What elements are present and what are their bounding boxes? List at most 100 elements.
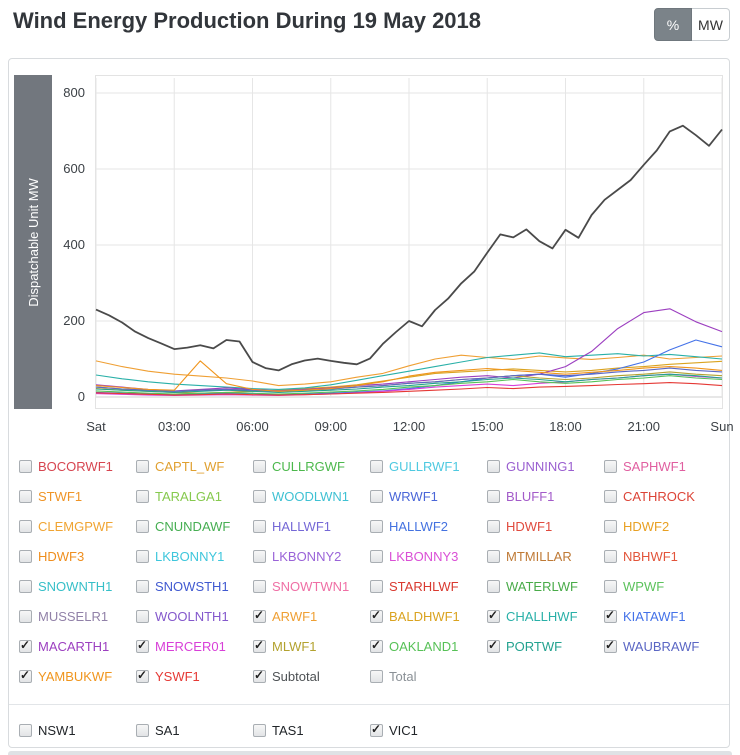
farm-checkbox-GULLRWF1[interactable] bbox=[370, 459, 383, 473]
region-toggle-SA1[interactable]: SA1 bbox=[136, 715, 253, 745]
farm-toggle-MLWF1[interactable]: MLWF1 bbox=[253, 631, 370, 661]
farm-checkbox-SNOWNTH1[interactable] bbox=[19, 579, 32, 593]
farm-checkbox-MLWF1[interactable] bbox=[253, 638, 266, 653]
farm-toggle-OAKLAND1[interactable]: OAKLAND1 bbox=[370, 631, 487, 661]
farm-checkbox-CLEMGPWF[interactable] bbox=[19, 519, 32, 533]
farm-toggle-WAUBRAWF[interactable]: WAUBRAWF bbox=[604, 631, 721, 661]
farm-checkbox-HALLWF2[interactable] bbox=[370, 519, 383, 533]
farm-checkbox-SNOWTWN1[interactable] bbox=[253, 579, 266, 593]
farm-toggle-LKBONNY3[interactable]: LKBONNY3 bbox=[370, 541, 487, 571]
farm-toggle-LKBONNY2[interactable]: LKBONNY2 bbox=[253, 541, 370, 571]
farm-toggle-CULLRGWF[interactable]: CULLRGWF bbox=[253, 451, 370, 481]
farm-checkbox-MTMILLAR[interactable] bbox=[487, 549, 500, 563]
farm-checkbox-HDWF3[interactable] bbox=[19, 549, 32, 563]
farm-toggle-SNOWTWN1[interactable]: SNOWTWN1 bbox=[253, 571, 370, 601]
farm-checkbox-MUSSELR1[interactable] bbox=[19, 609, 32, 623]
farm-checkbox-BOCORWF1[interactable] bbox=[19, 459, 32, 473]
farm-toggle-CHALLHWF[interactable]: CHALLHWF bbox=[487, 601, 604, 631]
region-toggle-TAS1[interactable]: TAS1 bbox=[253, 715, 370, 745]
farm-toggle-YSWF1[interactable]: YSWF1 bbox=[136, 661, 253, 691]
farm-checkbox-KIATAWF1[interactable] bbox=[604, 608, 617, 623]
farm-checkbox-GUNNING1[interactable] bbox=[487, 459, 500, 473]
farm-toggle-PORTWF[interactable]: PORTWF bbox=[487, 631, 604, 661]
farm-toggle-WRWF1[interactable]: WRWF1 bbox=[370, 481, 487, 511]
farm-toggle-BALDHWF1[interactable]: BALDHWF1 bbox=[370, 601, 487, 631]
farm-checkbox-HDWF2[interactable] bbox=[604, 519, 617, 533]
region-checkbox-SA1[interactable] bbox=[136, 723, 149, 737]
farm-toggle-MTMILLAR[interactable]: MTMILLAR bbox=[487, 541, 604, 571]
farm-toggle-LKBONNY1[interactable]: LKBONNY1 bbox=[136, 541, 253, 571]
farm-checkbox-NBHWF1[interactable] bbox=[604, 549, 617, 563]
farm-checkbox-SAPHWF1[interactable] bbox=[604, 459, 617, 473]
region-toggle-NSW1[interactable]: NSW1 bbox=[19, 715, 136, 745]
farm-checkbox-STWF1[interactable] bbox=[19, 489, 32, 503]
farm-toggle-CAPTL_WF[interactable]: CAPTL_WF bbox=[136, 451, 253, 481]
percent-button[interactable]: % bbox=[654, 8, 692, 41]
farm-toggle-HALLWF2[interactable]: HALLWF2 bbox=[370, 511, 487, 541]
farm-checkbox-Subtotal[interactable] bbox=[253, 668, 266, 683]
farm-checkbox-BLUFF1[interactable] bbox=[487, 489, 500, 503]
farm-toggle-CLEMGPWF[interactable]: CLEMGPWF bbox=[19, 511, 136, 541]
farm-toggle-SNOWNTH1[interactable]: SNOWNTH1 bbox=[19, 571, 136, 601]
farm-toggle-NBHWF1[interactable]: NBHWF1 bbox=[604, 541, 721, 571]
farm-checkbox-WATERLWF[interactable] bbox=[487, 579, 500, 593]
farm-checkbox-ARWF1[interactable] bbox=[253, 608, 266, 623]
farm-toggle-STARHLWF[interactable]: STARHLWF bbox=[370, 571, 487, 601]
farm-checkbox-LKBONNY1[interactable] bbox=[136, 549, 149, 563]
farm-checkbox-WOODLWN1[interactable] bbox=[253, 489, 266, 503]
farm-toggle-STWF1[interactable]: STWF1 bbox=[19, 481, 136, 511]
farm-checkbox-TARALGA1[interactable] bbox=[136, 489, 149, 503]
farm-checkbox-CAPTL_WF[interactable] bbox=[136, 459, 149, 473]
farm-checkbox-BALDHWF1[interactable] bbox=[370, 608, 383, 623]
farm-toggle-GUNNING1[interactable]: GUNNING1 bbox=[487, 451, 604, 481]
farm-toggle-CNUNDAWF[interactable]: CNUNDAWF bbox=[136, 511, 253, 541]
farm-toggle-WPWF[interactable]: WPWF bbox=[604, 571, 721, 601]
farm-toggle-GULLRWF1[interactable]: GULLRWF1 bbox=[370, 451, 487, 481]
farm-checkbox-SNOWSTH1[interactable] bbox=[136, 579, 149, 593]
farm-toggle-WOODLWN1[interactable]: WOODLWN1 bbox=[253, 481, 370, 511]
farm-toggle-YAMBUKWF[interactable]: YAMBUKWF bbox=[19, 661, 136, 691]
farm-checkbox-LKBONNY2[interactable] bbox=[253, 549, 266, 563]
farm-toggle-CATHROCK[interactable]: CATHROCK bbox=[604, 481, 721, 511]
farm-toggle-SNOWSTH1[interactable]: SNOWSTH1 bbox=[136, 571, 253, 601]
farm-checkbox-WAUBRAWF[interactable] bbox=[604, 638, 617, 653]
farm-checkbox-MACARTH1[interactable] bbox=[19, 638, 32, 653]
farm-toggle-BLUFF1[interactable]: BLUFF1 bbox=[487, 481, 604, 511]
farm-checkbox-CATHROCK[interactable] bbox=[604, 489, 617, 503]
farm-toggle-HDWF2[interactable]: HDWF2 bbox=[604, 511, 721, 541]
farm-toggle-Total[interactable]: Total bbox=[370, 661, 487, 691]
farm-checkbox-CHALLHWF[interactable] bbox=[487, 608, 500, 623]
farm-toggle-MUSSELR1[interactable]: MUSSELR1 bbox=[19, 601, 136, 631]
farm-checkbox-Total[interactable] bbox=[370, 669, 383, 683]
farm-checkbox-PORTWF[interactable] bbox=[487, 638, 500, 653]
farm-checkbox-WOOLNTH1[interactable] bbox=[136, 609, 149, 623]
farm-checkbox-WRWF1[interactable] bbox=[370, 489, 383, 503]
plot-area[interactable] bbox=[95, 75, 723, 409]
farm-toggle-HDWF1[interactable]: HDWF1 bbox=[487, 511, 604, 541]
region-toggle-VIC1[interactable]: VIC1 bbox=[370, 715, 487, 745]
farm-toggle-SAPHWF1[interactable]: SAPHWF1 bbox=[604, 451, 721, 481]
farm-toggle-Subtotal[interactable]: Subtotal bbox=[253, 661, 370, 691]
farm-checkbox-CNUNDAWF[interactable] bbox=[136, 519, 149, 533]
region-checkbox-TAS1[interactable] bbox=[253, 723, 266, 737]
farm-checkbox-WPWF[interactable] bbox=[604, 579, 617, 593]
region-checkbox-NSW1[interactable] bbox=[19, 723, 32, 737]
mw-button[interactable]: MW bbox=[692, 8, 730, 41]
farm-checkbox-YSWF1[interactable] bbox=[136, 668, 149, 683]
farm-checkbox-OAKLAND1[interactable] bbox=[370, 638, 383, 653]
farm-checkbox-CULLRGWF[interactable] bbox=[253, 459, 266, 473]
farm-toggle-MACARTH1[interactable]: MACARTH1 bbox=[19, 631, 136, 661]
farm-toggle-HALLWF1[interactable]: HALLWF1 bbox=[253, 511, 370, 541]
region-checkbox-VIC1[interactable] bbox=[370, 722, 383, 737]
farm-checkbox-YAMBUKWF[interactable] bbox=[19, 668, 32, 683]
farm-toggle-WOOLNTH1[interactable]: WOOLNTH1 bbox=[136, 601, 253, 631]
farm-toggle-BOCORWF1[interactable]: BOCORWF1 bbox=[19, 451, 136, 481]
farm-checkbox-HALLWF1[interactable] bbox=[253, 519, 266, 533]
farm-toggle-MERCER01[interactable]: MERCER01 bbox=[136, 631, 253, 661]
farm-checkbox-HDWF1[interactable] bbox=[487, 519, 500, 533]
farm-toggle-WATERLWF[interactable]: WATERLWF bbox=[487, 571, 604, 601]
farm-toggle-HDWF3[interactable]: HDWF3 bbox=[19, 541, 136, 571]
farm-checkbox-STARHLWF[interactable] bbox=[370, 579, 383, 593]
farm-checkbox-LKBONNY3[interactable] bbox=[370, 549, 383, 563]
farm-toggle-ARWF1[interactable]: ARWF1 bbox=[253, 601, 370, 631]
